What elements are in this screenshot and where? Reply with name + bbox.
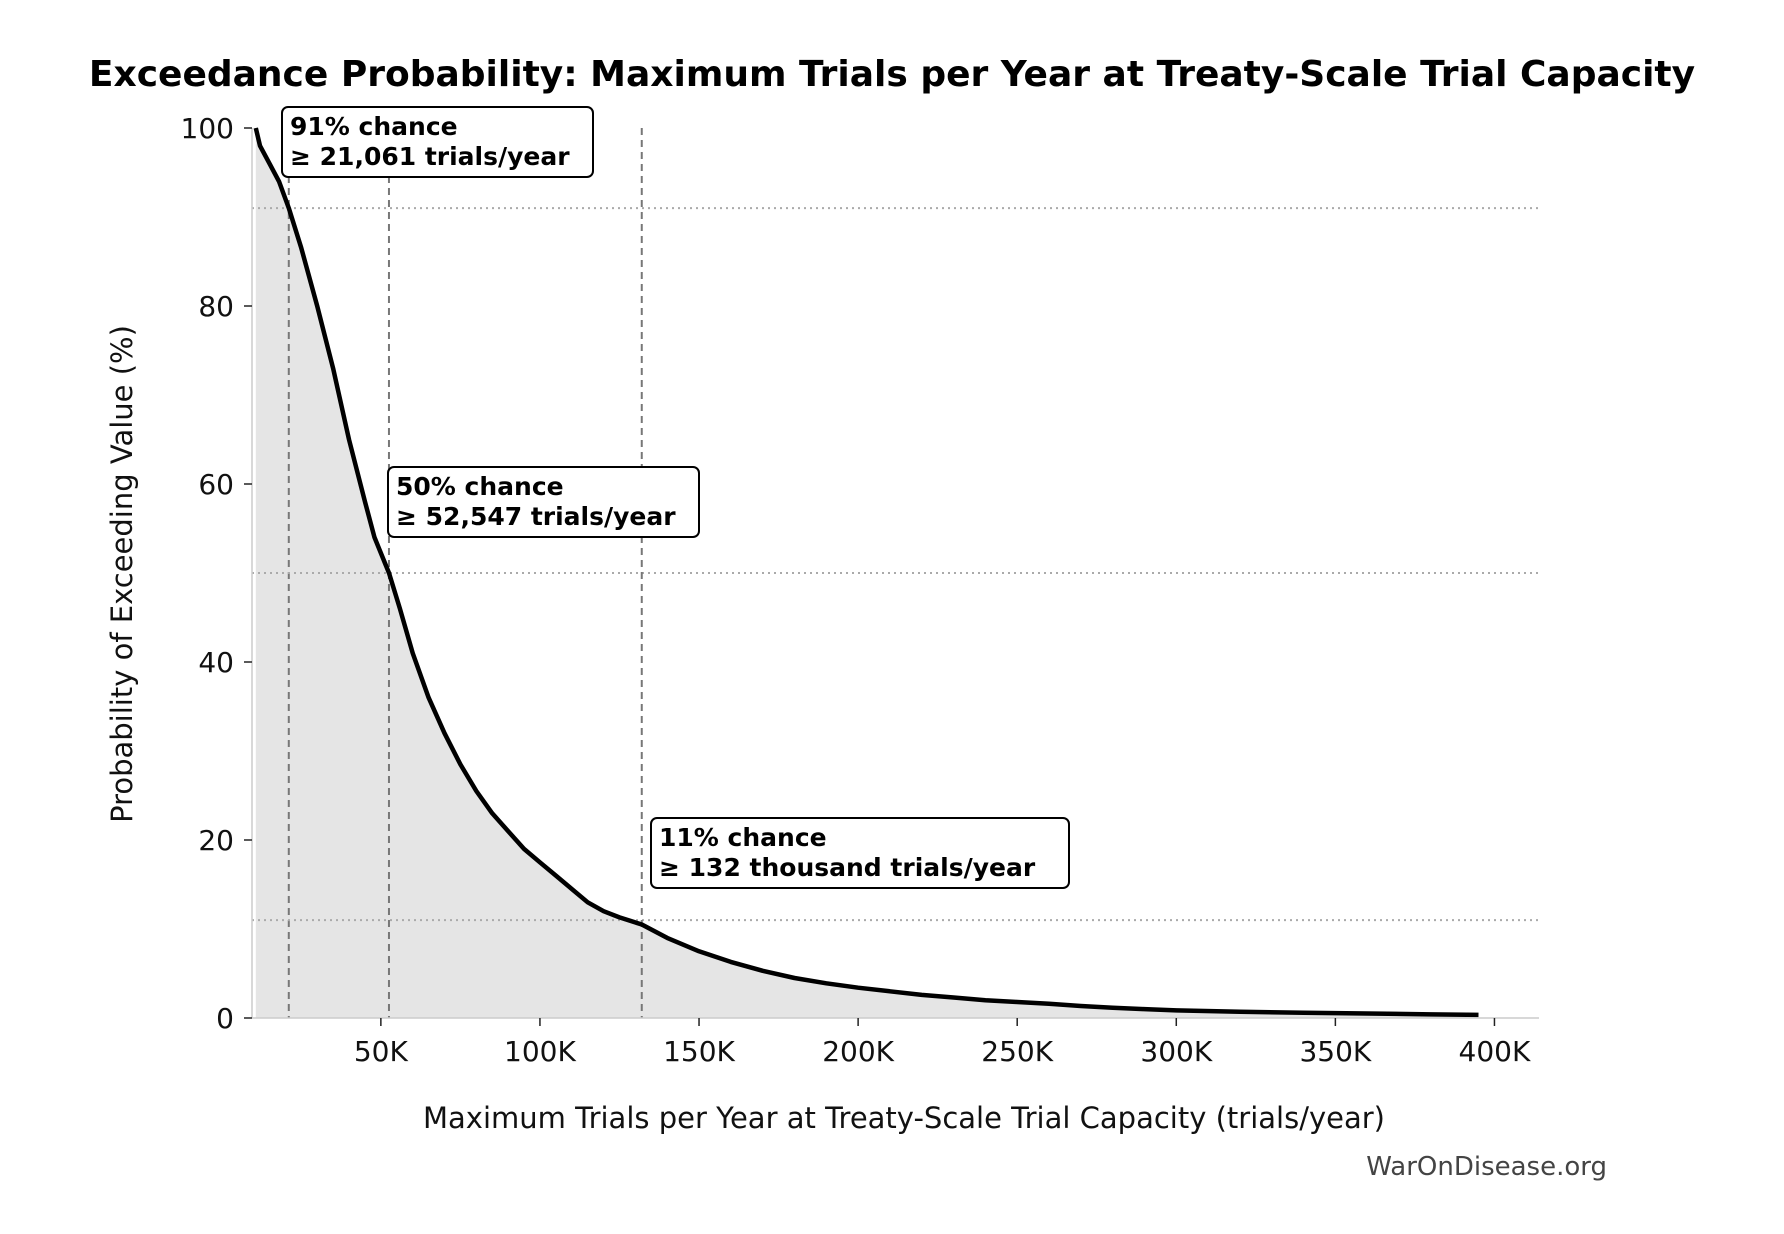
plot-area: 50K 100K 150K 200K 250K 300K 350K 400K 0 20 40 60 80…: [181, 106, 1539, 1068]
x-tick-label: 400K: [1459, 1035, 1531, 1068]
x-tick-label: 250K: [981, 1035, 1053, 1068]
y-tick-label: 20: [198, 824, 234, 857]
annotation-line-2: ≥ 52,547 trials/year: [396, 502, 676, 531]
annotation-line-1: 50% chance: [396, 472, 564, 501]
annotation-frame: [387, 466, 700, 538]
x-tick-label: 150K: [663, 1035, 735, 1068]
exceedance-area-fill: [255, 128, 1479, 1018]
x-tick-label: 300K: [1140, 1035, 1212, 1068]
y-tick-label: 60: [198, 468, 234, 501]
annotation-frame: [281, 106, 594, 178]
annotation-box: 50% chance≥ 52,547 trials/year: [387, 466, 700, 538]
annotation-line-1: 11% chance: [659, 823, 827, 852]
y-tick-label: 40: [198, 646, 234, 679]
x-tick-label: 100K: [504, 1035, 576, 1068]
annotation-line-2: ≥ 132 thousand trials/year: [659, 853, 1036, 882]
annotation-frame: [650, 817, 1070, 889]
x-axis-label: Maximum Trials per Year at Treaty-Scale …: [423, 1101, 1385, 1135]
y-axis-label: Probability of Exceeding Value (%): [105, 325, 139, 823]
y-tick-label: 0: [216, 1002, 234, 1035]
exceedance-curve-line: [253, 127, 1479, 1018]
watermark: WarOnDisease.org: [1366, 1152, 1607, 1182]
annotation-box: 11% chance≥ 132 thousand trials/year: [650, 817, 1070, 889]
annotation-line-2: ≥ 21,061 trials/year: [290, 142, 570, 171]
x-tick-label: 50K: [354, 1035, 409, 1068]
x-tick-label: 350K: [1299, 1035, 1371, 1068]
y-tick-label: 100: [181, 112, 234, 145]
annotation-line-1: 91% chance: [290, 112, 458, 141]
chart-title: Exceedance Probability: Maximum Trials p…: [89, 54, 1695, 95]
annotation-box: 91% chance≥ 21,061 trials/year: [281, 106, 594, 178]
y-tick-label: 80: [198, 290, 234, 323]
x-tick-label: 200K: [822, 1035, 894, 1068]
